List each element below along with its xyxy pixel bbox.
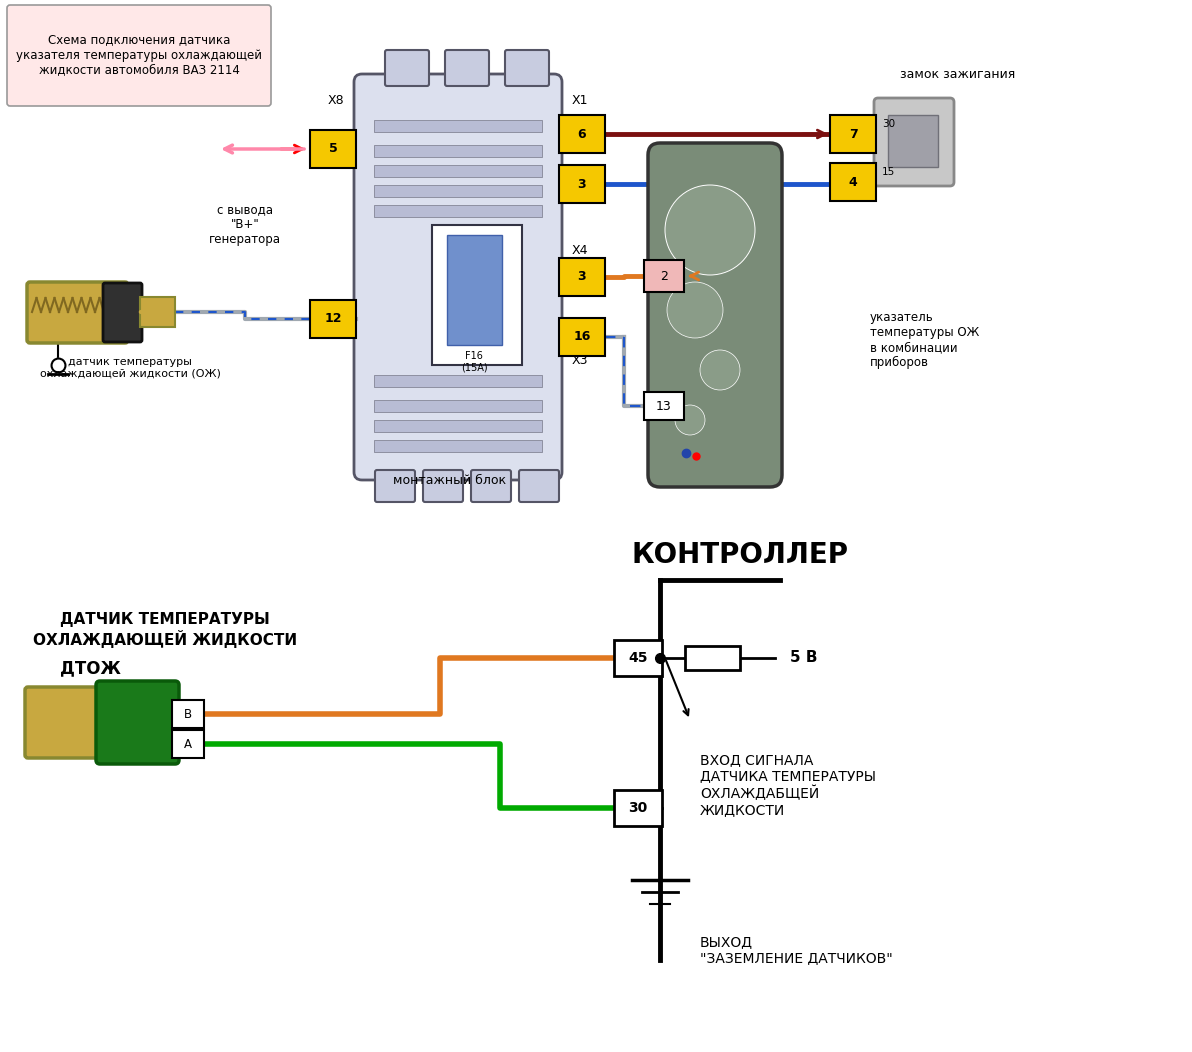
Text: ДТОЖ: ДТОЖ bbox=[60, 659, 120, 677]
Text: 30: 30 bbox=[628, 801, 647, 815]
Bar bbox=[644, 392, 684, 420]
Bar bbox=[374, 165, 542, 177]
Text: 13: 13 bbox=[656, 400, 672, 412]
Text: указатель
температуры ОЖ
в комбинации
приборов: указатель температуры ОЖ в комбинации пр… bbox=[870, 311, 980, 369]
FancyBboxPatch shape bbox=[25, 687, 126, 758]
Circle shape bbox=[675, 405, 704, 434]
Bar bbox=[374, 145, 542, 157]
FancyBboxPatch shape bbox=[648, 143, 782, 487]
Bar bbox=[559, 318, 606, 356]
Text: 6: 6 bbox=[578, 127, 586, 141]
Bar bbox=[447, 235, 502, 345]
Text: 30: 30 bbox=[882, 119, 895, 129]
Text: 5: 5 bbox=[329, 142, 337, 156]
Text: 12: 12 bbox=[324, 312, 342, 325]
Bar bbox=[139, 297, 175, 327]
Bar bbox=[172, 730, 204, 758]
Circle shape bbox=[665, 185, 755, 275]
Bar bbox=[644, 260, 684, 292]
FancyBboxPatch shape bbox=[471, 470, 511, 502]
Text: ВХОД СИГНАЛА
ДАТЧИКА ТЕМПЕРАТУРЫ
ОХЛАЖДАБЩЕЙ
ЖИДКОСТИ: ВХОД СИГНАЛА ДАТЧИКА ТЕМПЕРАТУРЫ ОХЛАЖДА… bbox=[700, 753, 876, 817]
Bar bbox=[374, 420, 542, 432]
Bar bbox=[559, 165, 606, 203]
Text: 3: 3 bbox=[578, 178, 586, 190]
Text: X3: X3 bbox=[572, 353, 589, 366]
Bar bbox=[614, 640, 662, 676]
Bar bbox=[685, 646, 740, 670]
Bar bbox=[374, 185, 542, 197]
Text: ДАТЧИК ТЕМПЕРАТУРЫ
ОХЛАЖДАЮЩЕЙ ЖИДКОСТИ: ДАТЧИК ТЕМПЕРАТУРЫ ОХЛАЖДАЮЩЕЙ ЖИДКОСТИ bbox=[33, 612, 297, 648]
Text: монтажный блок: монтажный блок bbox=[393, 473, 507, 486]
FancyBboxPatch shape bbox=[505, 50, 550, 86]
Bar bbox=[888, 115, 938, 167]
Text: 3: 3 bbox=[578, 270, 586, 283]
Text: КОНТРОЛЛЕР: КОНТРОЛЛЕР bbox=[632, 541, 849, 569]
Circle shape bbox=[668, 282, 724, 338]
FancyBboxPatch shape bbox=[519, 470, 559, 502]
FancyBboxPatch shape bbox=[354, 74, 561, 480]
Text: 16: 16 bbox=[573, 330, 591, 344]
FancyBboxPatch shape bbox=[27, 282, 128, 343]
Bar bbox=[172, 700, 204, 728]
Bar bbox=[559, 115, 606, 153]
Text: В: В bbox=[184, 708, 192, 721]
Text: с вывода
"В+"
генератора: с вывода "В+" генератора bbox=[209, 203, 281, 246]
Bar bbox=[432, 225, 522, 365]
Bar bbox=[374, 375, 542, 387]
Bar bbox=[310, 300, 356, 338]
Bar bbox=[374, 400, 542, 412]
FancyBboxPatch shape bbox=[874, 98, 954, 186]
FancyBboxPatch shape bbox=[385, 50, 429, 86]
Bar bbox=[374, 440, 542, 452]
FancyBboxPatch shape bbox=[445, 50, 489, 86]
Text: 7: 7 bbox=[849, 127, 857, 141]
FancyBboxPatch shape bbox=[103, 283, 142, 342]
FancyBboxPatch shape bbox=[97, 681, 179, 764]
Text: 45: 45 bbox=[628, 651, 647, 665]
Text: X1: X1 bbox=[572, 94, 589, 106]
Text: F16
(15А): F16 (15А) bbox=[460, 351, 488, 372]
Text: Схема подключения датчика
указателя температуры охлаждающей
жидкости автомобиля : Схема подключения датчика указателя темп… bbox=[15, 34, 262, 77]
Text: замок зажигания: замок зажигания bbox=[900, 68, 1016, 81]
Text: ВЫХОД
"ЗАЗЕМЛЕНИЕ ДАТЧИКОВ": ВЫХОД "ЗАЗЕМЛЕНИЕ ДАТЧИКОВ" bbox=[700, 935, 893, 965]
Text: X8: X8 bbox=[328, 94, 344, 106]
FancyBboxPatch shape bbox=[7, 5, 271, 106]
Bar bbox=[614, 790, 662, 826]
Circle shape bbox=[700, 350, 740, 390]
Text: А: А bbox=[184, 737, 192, 750]
Bar bbox=[559, 258, 606, 296]
Text: X4: X4 bbox=[572, 243, 589, 257]
Bar bbox=[310, 130, 356, 168]
FancyBboxPatch shape bbox=[423, 470, 462, 502]
Text: датчик температуры
охлаждающей жидкости (ОЖ): датчик температуры охлаждающей жидкости … bbox=[39, 358, 221, 379]
Bar bbox=[374, 120, 542, 132]
Text: 15: 15 bbox=[882, 167, 895, 177]
Text: X1: X1 bbox=[328, 303, 344, 317]
Bar bbox=[830, 115, 876, 153]
Text: 5 В: 5 В bbox=[790, 650, 818, 666]
Text: 2: 2 bbox=[660, 269, 668, 283]
Bar bbox=[374, 205, 542, 217]
Bar bbox=[830, 163, 876, 201]
FancyBboxPatch shape bbox=[375, 470, 415, 502]
Text: 4: 4 bbox=[849, 176, 857, 188]
